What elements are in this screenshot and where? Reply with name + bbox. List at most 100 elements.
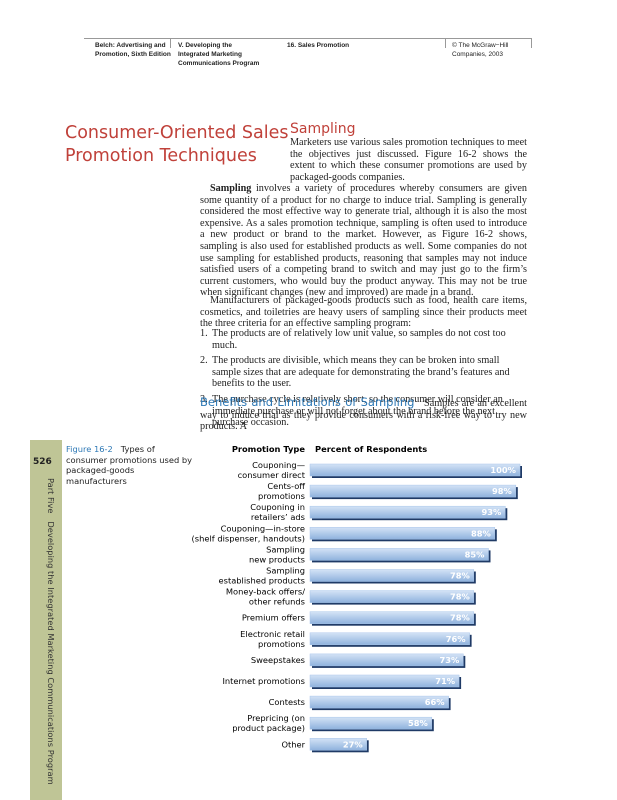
figure-label: Figure 16-2 — [66, 444, 113, 454]
category-header: Promotion Type — [232, 444, 306, 454]
list-text: The purchase cycle is relatively short, … — [212, 393, 503, 429]
list-number: 1. — [200, 328, 208, 339]
label-line: new products — [249, 554, 305, 564]
label-line: Sampling — [266, 544, 305, 554]
list-text: The products are of relatively low unit … — [212, 328, 506, 351]
label-line: Prepricing (on — [247, 713, 305, 723]
paragraph: Manufacturers of packaged-goods products… — [200, 295, 527, 330]
bar — [309, 590, 475, 603]
label-line: Contests — [269, 697, 305, 707]
bar — [309, 695, 449, 709]
list: 1. The products are of relatively low uni… — [200, 328, 527, 433]
value-label: 78% — [450, 571, 471, 581]
category-label: Contests — [269, 697, 305, 707]
label-line: retailers’ ads — [251, 512, 305, 522]
category-label: Couponing— consumer direct — [238, 460, 306, 480]
bar — [309, 716, 433, 730]
paragraph: Sampling involves a variety of procedure… — [200, 183, 527, 299]
label-line: Internet promotions — [222, 676, 305, 686]
value-label: 27% — [343, 739, 364, 749]
figure-caption: Figure 16-2 Types of consumer promotions… — [66, 444, 196, 486]
caption: Types of consumer promotions used by pac… — [66, 444, 193, 486]
list-number: 2. — [200, 355, 208, 367]
label-line: Couponing—in-store — [221, 523, 305, 533]
category-label: Sampling new products — [249, 544, 305, 564]
running-head: Part Five Developing the Integrated Mark… — [46, 478, 56, 785]
section-title: Consumer-Oriented Sales Promotion Techni… — [65, 123, 289, 166]
category-label: Sweepstakes — [251, 655, 305, 665]
label-line: consumer direct — [238, 470, 306, 480]
page-number: 526 — [33, 457, 52, 467]
bar — [309, 548, 489, 561]
category-label: Cents-off promotions — [258, 481, 305, 501]
header-rule — [84, 38, 532, 39]
bar — [309, 674, 460, 688]
bar — [309, 484, 517, 498]
text: involves a variety of procedures whereby… — [200, 183, 527, 299]
label-line: Cents-off — [267, 481, 305, 491]
label-line: Other — [281, 739, 305, 749]
list-item: 3. The purchase cycle is relatively short… — [200, 394, 527, 429]
label-line: Premium offers — [242, 613, 305, 623]
header-part: V. Developing the Integrated Marketing C… — [178, 42, 260, 67]
value-header: Percent of Respondents — [315, 444, 427, 454]
value-label: 78% — [450, 592, 471, 602]
header-divider — [531, 38, 532, 48]
header-divider — [445, 38, 446, 48]
sidebar — [30, 440, 62, 800]
heading: Sampling — [290, 121, 356, 137]
label-line: established products — [219, 576, 305, 586]
bar — [309, 569, 475, 582]
category-label: Prepricing (on product package) — [232, 713, 305, 733]
subheading: Benefits and Limitations of Sampling — [200, 395, 415, 409]
bar — [309, 653, 464, 667]
category-label: Sampling established products — [219, 566, 305, 586]
lead: Sampling — [210, 183, 252, 194]
category-label: Other — [281, 739, 305, 749]
list-text: The products are divisible, which means … — [212, 355, 510, 390]
bar — [309, 505, 506, 519]
label-line: (shelf dispenser, handouts) — [192, 533, 305, 543]
bar — [309, 611, 475, 624]
value-label: 78% — [450, 613, 471, 623]
bar — [309, 738, 367, 751]
value-label: 93% — [481, 507, 502, 517]
category-label: Internet promotions — [222, 676, 305, 686]
label-line: promotions — [258, 491, 305, 501]
category-label: Electronic retail promotions — [240, 629, 305, 649]
list-item: 1. The products are of relatively low uni… — [200, 328, 527, 351]
value-label: 71% — [435, 676, 456, 686]
bar — [309, 463, 521, 477]
value-label: 100% — [490, 465, 516, 475]
label-line: Couponing in — [250, 502, 305, 512]
list-item: 2. The products are divisible, which mean… — [200, 355, 527, 390]
header-publisher: © The McGraw−Hill Companies, 2003 — [452, 42, 509, 58]
header-book: Belch: Advertising and Promotion, Sixth … — [95, 42, 171, 58]
category-label: Premium offers — [242, 613, 305, 623]
paragraph: Benefits and Limitations of Sampling Sam… — [200, 395, 527, 433]
list-number: 3. — [200, 393, 208, 405]
value-label: 66% — [425, 697, 446, 707]
category-label: Couponing in retailers’ ads — [250, 502, 305, 522]
value-label: 73% — [439, 655, 460, 665]
bar — [309, 632, 470, 646]
label-line: Couponing— — [252, 460, 305, 470]
header-divider — [170, 38, 171, 48]
label-line: Sampling — [266, 566, 305, 576]
category-label: Couponing—in-store (shelf dispenser, hand… — [192, 523, 305, 543]
value-label: 58% — [408, 718, 429, 728]
header-chapter: 16. Sales Promotion — [287, 42, 350, 49]
label-line: product package) — [232, 723, 305, 733]
value-label: 85% — [465, 549, 486, 559]
text: Samples are an excellent way to induce t… — [200, 398, 527, 433]
value-label: 88% — [471, 528, 492, 538]
value-label: 76% — [446, 634, 467, 644]
label-line: Electronic retail — [240, 629, 305, 639]
category-label: Money-back offers/other refunds — [226, 587, 305, 607]
label-line: Money-back offers/ — [226, 587, 305, 597]
label-line: Sweepstakes — [251, 655, 305, 665]
intro: Marketers use various sales promotion te… — [290, 137, 527, 183]
label-line: other refunds — [249, 597, 305, 607]
